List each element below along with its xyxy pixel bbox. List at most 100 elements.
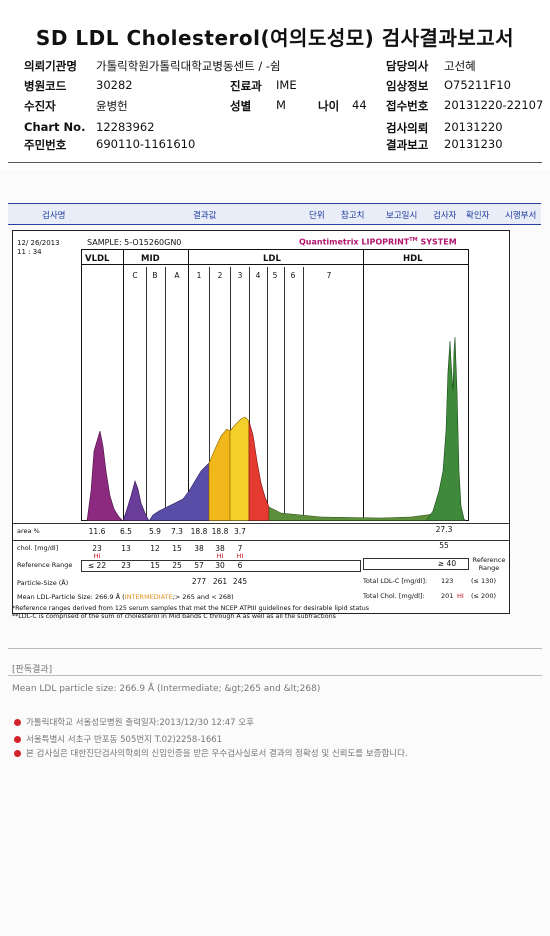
group-vldl: VLDL (85, 254, 110, 264)
area-mid-c: 6.5 (120, 527, 132, 536)
ref-hdl: ≥ 40 (437, 559, 457, 568)
footer-certification: 본 검사실은 대한진단검사의학회의 신임인증을 받은 우수검사실로서 결과의 정… (14, 747, 408, 759)
chol-ldl1: 38 (194, 544, 204, 553)
band-line-ba (165, 267, 166, 521)
brand-suffix: SYSTEM (420, 237, 457, 247)
header-resident-no: 주민번호 690110-1161610 (24, 137, 195, 153)
ref-ldl1: 57 (194, 561, 204, 570)
area-mid-a: 7.3 (171, 527, 183, 536)
total-ldl-value: 123 (441, 577, 454, 585)
value-request-date: 20131220 (444, 120, 503, 134)
band-label-5: 5 (272, 271, 278, 280)
particle-size-label: Particle-Size (Å) (17, 579, 69, 587)
reference-range-right-label: Reference Range (472, 556, 506, 572)
ref-mid-c: 23 (121, 561, 131, 570)
footer-hospital: 가톨릭대학교 서울성모병원 출력일자:2013/12/30 12:47 오후 (14, 716, 254, 728)
label-patient: 수진자 (24, 99, 56, 113)
brand-name: Quantimetrix LIPOPRINTTM SYSTEM (299, 237, 457, 247)
col-tester: 검사자 (433, 211, 457, 221)
mid-ba-region (148, 462, 210, 521)
header-line (81, 264, 469, 265)
label-report-date: 결과보고 (386, 138, 429, 152)
total-ldl-ref: (≤ 130) (471, 577, 496, 585)
area-ldl2: 18.8 (211, 527, 229, 536)
chol-ldl2: 38 (215, 544, 225, 553)
reference-box-left (81, 560, 361, 572)
header-divider (8, 162, 542, 163)
ref-vldl: ≤ 22 (87, 561, 107, 570)
lipoprint-electropherogram (81, 336, 469, 521)
header-request-date: 검사의뢰 20131220 (386, 120, 503, 136)
value-sex: M (276, 98, 286, 112)
flag-ldl3-hi: HI (236, 552, 244, 560)
header-sex: 성별 M (230, 98, 286, 114)
bullet-icon (14, 719, 21, 726)
chol-mid-b: 12 (150, 544, 160, 553)
header-row-1: 의뢰기관명 가톨릭학원가톨릭대학교병동센트 / -쉼 (24, 58, 281, 74)
value-receipt-no: 20131220-22107 (444, 98, 544, 112)
band-label-4: 4 (255, 271, 261, 280)
ref-ldl2: 30 (215, 561, 225, 570)
label-doctor: 담당의사 (386, 59, 429, 73)
value-department: IME (276, 78, 297, 92)
value-requesting-institution: 가톨릭학원가톨릭대학교병동센트 / -쉼 (96, 59, 281, 73)
mean-note-class: INTERMEDIATE (124, 593, 173, 601)
header-doctor: 담당의사 고선혜 (386, 58, 476, 74)
label-requesting-institution: 의뢰기관명 (24, 59, 77, 73)
total-chol-ref: (≤ 200) (471, 592, 496, 600)
band-label-2: 2 (217, 271, 223, 280)
chol-hdl: 55 (439, 541, 449, 550)
divider-vldl-left (81, 249, 82, 521)
area-ldl1: 18.8 (190, 527, 208, 536)
footer-address-text: 서울특별시 서초구 반포동 505번지 T.02)2258-1661 (26, 735, 223, 745)
mean-label: Mean LDL-Particle Size: (17, 593, 93, 601)
band-line-34 (249, 267, 250, 521)
mean-note-rest: ;> 265 and < 268) (172, 593, 234, 601)
band-label-b: B (152, 271, 158, 280)
header-patient: 수진자 윤병헌 (24, 98, 128, 114)
interp-divider-top (8, 648, 542, 649)
chol-label: chol. [mg/dl] (17, 544, 59, 552)
area-mid-b: 5.9 (149, 527, 161, 536)
band-label-c: C (132, 271, 138, 280)
area-label: area % (17, 527, 40, 535)
label-clinical-info: 임상정보 (386, 79, 429, 93)
total-chol-flag: HI (457, 592, 464, 600)
vldl-peak (86, 430, 124, 521)
table-line-2 (13, 540, 509, 541)
col-result: 결과값 (193, 211, 217, 221)
chol-vldl: 23 (92, 544, 102, 553)
footer-address: 서울특별시 서초구 반포동 505번지 T.02)2258-1661 (14, 733, 222, 745)
interpretation-text: Mean LDL particle size: 266.9 Å (Interme… (12, 684, 321, 694)
reference-box-hdl (363, 558, 469, 570)
group-ldl: LDL (263, 254, 281, 264)
header-report-date: 결과보고 20131230 (386, 137, 503, 153)
area-ldl3: 3.7 (234, 527, 246, 536)
header-receipt-no: 접수번호 20131220-22107 (386, 98, 543, 114)
chol-mid-c: 13 (121, 544, 131, 553)
footnote-reference: *Reference ranges derived from 125 serum… (12, 605, 369, 612)
label-department: 진료과 (230, 79, 262, 93)
col-report-time: 보고일시 (386, 211, 418, 221)
divider-mid-ldl (188, 249, 189, 521)
sample-id: SAMPLE: 5-O15260GN0 (87, 238, 182, 247)
report-time: 11 : 34 (17, 248, 42, 256)
col-department: 시행부서 (505, 211, 537, 221)
band-line-23 (230, 267, 231, 521)
interp-divider (8, 675, 542, 676)
bullet-icon (14, 750, 21, 757)
col-test-name: 검사명 (42, 211, 66, 221)
group-hdl: HDL (403, 254, 423, 264)
header-department: 진료과 IME (230, 78, 297, 94)
band-line-56 (284, 267, 285, 521)
size-ldl1: 277 (191, 577, 207, 586)
header-clinical-info: 임상정보 O75211F10 (386, 78, 511, 94)
total-chol-label: Total Chol. [mg/dl]: (363, 592, 425, 600)
report-title: SD LDL Cholesterol(여의도성모) 검사결과보고서 (35, 26, 515, 50)
chol-ldl3: 7 (237, 544, 243, 553)
total-chol-value: 201 (441, 592, 454, 600)
interpretation-label: [판독결과] (12, 665, 53, 675)
ldl-band-1 (208, 428, 231, 521)
value-age: 44 (352, 98, 367, 112)
value-report-date: 20131230 (444, 137, 503, 151)
